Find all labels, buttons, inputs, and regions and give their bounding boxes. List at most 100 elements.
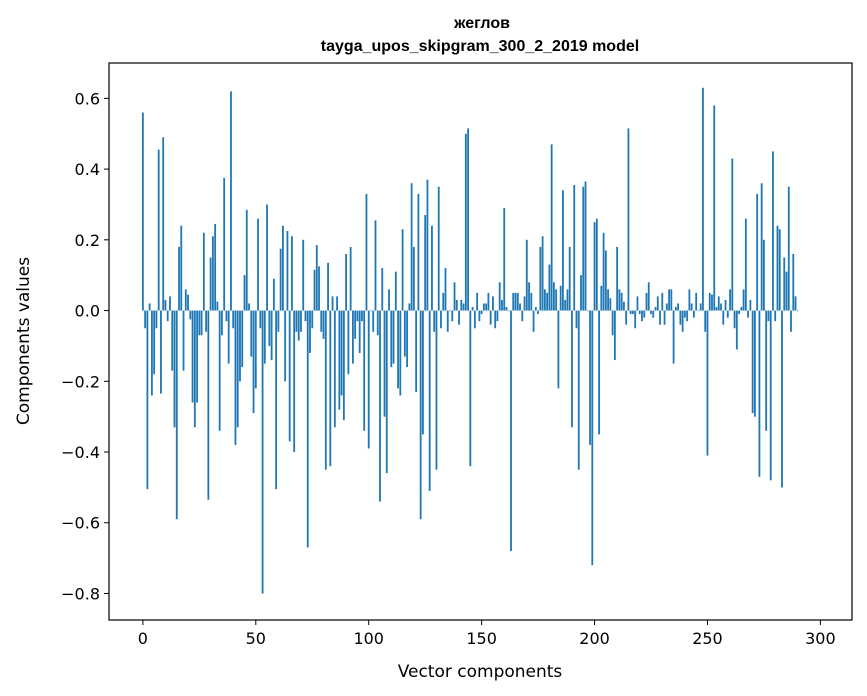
bar	[767, 310, 770, 322]
bar	[677, 303, 680, 311]
bar	[541, 236, 544, 311]
bar	[546, 292, 549, 311]
bar	[309, 310, 311, 353]
bar	[315, 245, 318, 311]
bar	[225, 310, 228, 322]
bar	[234, 310, 237, 445]
bar	[460, 299, 463, 311]
bar	[302, 239, 305, 311]
bar	[582, 186, 585, 311]
bar	[645, 292, 648, 311]
bar	[555, 289, 558, 311]
x-tick-label: 250	[692, 629, 723, 648]
y-tick-label: −0.4	[61, 443, 100, 462]
bar	[160, 310, 162, 394]
bar	[180, 225, 183, 311]
bar	[286, 230, 289, 311]
bar	[756, 193, 759, 311]
bar	[525, 239, 528, 311]
bar	[184, 289, 187, 311]
bar	[446, 310, 449, 332]
bar	[383, 310, 386, 417]
bar	[295, 310, 298, 332]
bar	[534, 307, 537, 311]
bar	[300, 310, 302, 332]
x-tick-label: 150	[466, 629, 497, 648]
bar	[589, 310, 591, 445]
bar	[277, 310, 280, 332]
bar	[166, 310, 169, 322]
bar	[528, 282, 530, 311]
bar	[659, 310, 661, 325]
bar	[254, 310, 257, 389]
bar	[704, 310, 707, 332]
bar	[573, 185, 576, 311]
bar	[311, 310, 314, 329]
bar	[245, 209, 248, 311]
bar	[451, 310, 454, 322]
bar	[329, 310, 332, 467]
bar	[794, 296, 797, 311]
bar	[162, 137, 165, 311]
bar	[458, 310, 460, 325]
bar	[492, 296, 494, 311]
bar	[297, 310, 300, 341]
bar	[530, 292, 533, 311]
bar	[604, 250, 607, 311]
bar	[566, 289, 569, 311]
bar	[191, 310, 194, 403]
bar	[577, 310, 580, 470]
y-tick-label: 0.4	[75, 160, 100, 179]
bar	[702, 87, 704, 311]
y-tick-label: 0.0	[75, 302, 100, 321]
bar	[263, 310, 266, 364]
bar	[173, 310, 176, 428]
bar	[735, 310, 738, 350]
bar	[223, 177, 226, 311]
bar	[562, 190, 564, 311]
bar	[336, 296, 338, 311]
bar	[151, 310, 153, 396]
bar	[731, 158, 734, 311]
bar	[501, 299, 503, 311]
bar	[758, 310, 761, 477]
bar	[361, 310, 363, 322]
bar	[713, 105, 716, 311]
bar	[595, 218, 598, 311]
bar	[275, 310, 278, 490]
bar	[476, 292, 479, 311]
bar	[482, 303, 485, 311]
bar	[543, 289, 546, 311]
bar	[424, 215, 427, 311]
bar	[259, 310, 262, 329]
bar	[695, 292, 698, 311]
bar	[333, 310, 336, 428]
bar	[250, 310, 253, 357]
bar	[248, 303, 250, 311]
bar	[390, 310, 393, 368]
bar	[616, 246, 619, 311]
bar	[327, 262, 329, 311]
bar	[164, 299, 167, 311]
bar	[643, 310, 646, 318]
bar	[690, 303, 693, 311]
chart-title: жеглов	[453, 15, 510, 32]
bar	[688, 289, 691, 311]
bar	[532, 310, 535, 332]
bar	[742, 289, 745, 311]
bar	[313, 269, 316, 311]
y-tick-label: −0.8	[61, 584, 100, 603]
bar	[266, 204, 268, 311]
bar	[268, 310, 271, 346]
bar	[257, 218, 259, 311]
bar	[505, 307, 508, 311]
bar	[340, 310, 343, 396]
bar	[182, 310, 185, 371]
x-tick-label: 0	[138, 629, 148, 648]
bar	[187, 294, 189, 311]
bar	[202, 232, 205, 311]
bar	[356, 310, 359, 322]
bar	[623, 301, 625, 311]
bar	[462, 303, 465, 311]
bar	[239, 310, 241, 382]
